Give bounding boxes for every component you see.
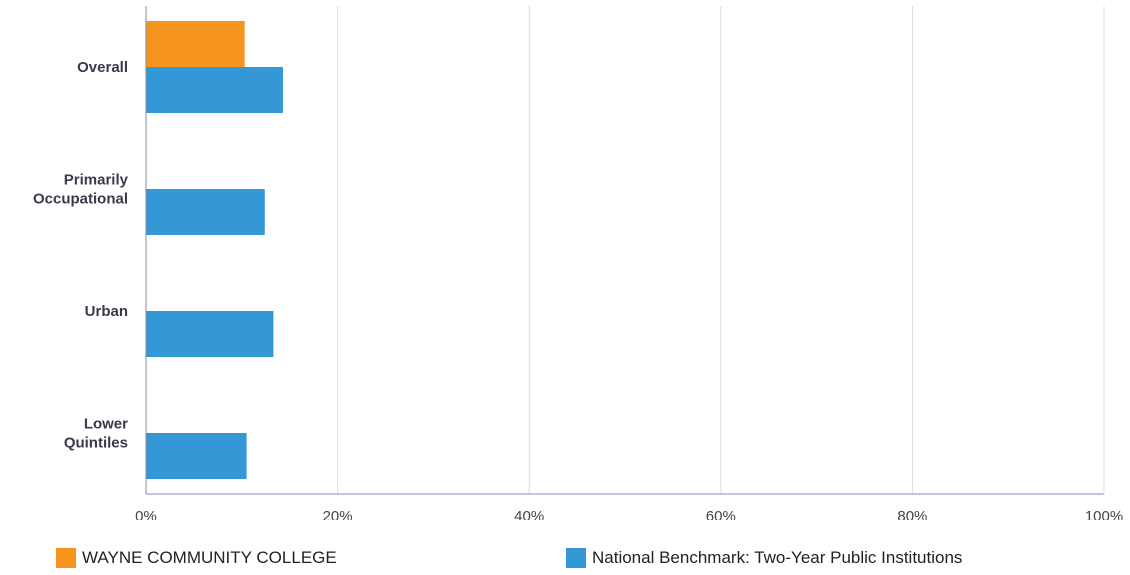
bar-benchmark [146, 311, 274, 357]
bar-chart: Overall Primarily Occupational Urban Lower Qu… [33, 6, 1123, 520]
category-label: Primarily Occupational [33, 172, 129, 208]
category-label: Overall [77, 59, 128, 76]
x-tick-label: 20% [323, 508, 353, 520]
x-tick-label: 0% [135, 508, 157, 520]
category-label: Lower Quintiles [64, 416, 128, 452]
legend-item-wayne: WAYNE COMMUNITY COLLEGE [56, 548, 337, 568]
x-tick-label: 40% [514, 508, 544, 520]
x-tick-label: 60% [706, 508, 736, 520]
legend-swatch-wayne [56, 548, 76, 568]
bar-benchmark [146, 67, 283, 113]
bar-benchmark [146, 433, 247, 479]
bar-benchmark [146, 189, 265, 235]
legend-label-benchmark: National Benchmark: Two-Year Public Inst… [592, 548, 963, 567]
legend-swatch-benchmark [566, 548, 586, 568]
legend-item-benchmark: National Benchmark: Two-Year Public Inst… [566, 548, 962, 568]
legend-label-wayne: WAYNE COMMUNITY COLLEGE [82, 548, 337, 567]
category-label: Urban [85, 303, 128, 320]
bar-wayne [146, 21, 245, 67]
x-tick-label: 80% [897, 508, 927, 520]
x-tick-label: 100% [1085, 508, 1123, 520]
